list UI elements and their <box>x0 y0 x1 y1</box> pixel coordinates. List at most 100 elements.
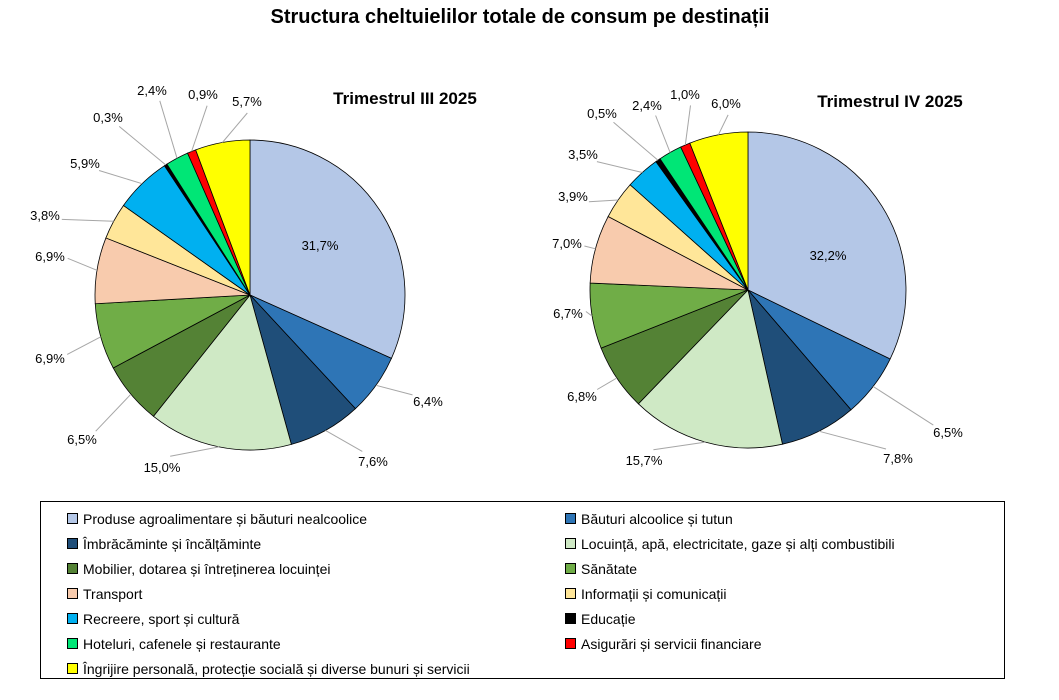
leader-line <box>588 199 619 203</box>
data-label: 15,0% <box>144 460 181 475</box>
pie-title-2: Trimestrul IV 2025 <box>817 92 963 111</box>
data-label: 2,4% <box>137 83 167 98</box>
leader-line <box>95 393 132 432</box>
leader-line <box>61 218 114 222</box>
legend-label: Asigurări și servicii financiare <box>581 635 762 652</box>
data-label: 6,9% <box>35 249 65 264</box>
legend-item: Îngrijire personală, protecție socială ș… <box>67 656 565 681</box>
data-label: 31,7% <box>302 238 339 253</box>
leader-line <box>613 121 659 161</box>
legend-label: Informații și comunicații <box>581 585 727 602</box>
leader-line <box>222 112 248 143</box>
chart-title: Structura cheltuielilor totale de consum… <box>270 6 770 28</box>
data-label: 0,9% <box>188 87 218 102</box>
data-label: 7,6% <box>358 454 388 469</box>
legend-swatch <box>565 588 576 599</box>
leader-line <box>596 161 643 173</box>
leader-line <box>118 126 167 166</box>
legend-swatch <box>565 638 576 649</box>
data-label: 15,7% <box>626 453 663 468</box>
legend-swatch <box>565 513 576 524</box>
legend-item: Produse agroalimentare și băuturi nealco… <box>67 506 565 531</box>
legend-item: Mobilier, dotarea și întreținerea locuin… <box>67 556 565 581</box>
legend-item: Recreere, sport și cultură <box>67 606 565 631</box>
legend-swatch <box>67 663 78 674</box>
leader-line <box>655 115 671 153</box>
pie-slice <box>249 139 406 359</box>
data-label: 32,2% <box>810 248 847 263</box>
leader-line <box>584 245 596 250</box>
legend-label: Îmbrăcăminte și încălțăminte <box>83 535 262 552</box>
legend-swatch <box>67 638 78 649</box>
data-label: 0,3% <box>93 110 123 125</box>
legend-item: Transport <box>67 581 565 606</box>
data-label: 6,5% <box>933 425 963 440</box>
leader-line <box>159 100 178 159</box>
leader-line <box>596 377 618 390</box>
data-label: 6,5% <box>67 432 97 447</box>
leader-line <box>98 170 143 185</box>
legend-label: Hoteluri, cafenele și restaurante <box>83 635 281 652</box>
legend-swatch <box>67 513 78 524</box>
leader-line <box>684 105 691 146</box>
pie-chart-1: 31,7% 6,4% 7,6% 15,0% 6,5% 6,9% 6,9% 3,8% 5,9% 0,… <box>30 83 477 475</box>
data-label: 2,4% <box>632 98 662 113</box>
leader-line <box>818 430 887 450</box>
legend-label: Transport <box>83 585 143 602</box>
data-label: 1,0% <box>670 87 700 102</box>
data-label: 7,0% <box>552 236 582 251</box>
legend-label: Produse agroalimentare și băuturi nealco… <box>83 510 368 527</box>
legend-swatch <box>67 538 78 549</box>
legend-swatch <box>67 613 78 624</box>
legend-swatch <box>565 613 576 624</box>
legend-label: Sănătate <box>581 560 638 577</box>
leader-line <box>67 257 98 271</box>
legend-item: Informații și comunicații <box>565 581 1005 606</box>
legend-items: Produse agroalimentare și băuturi nealco… <box>67 506 1004 681</box>
legend-label: Îngrijire personală, protecție socială ș… <box>83 660 470 677</box>
data-label: 0,5% <box>587 106 617 121</box>
leader-line <box>585 311 593 317</box>
legend: Produse agroalimentare și băuturi nealco… <box>40 501 1005 679</box>
leader-line <box>325 429 363 452</box>
data-label: 5,9% <box>70 156 100 171</box>
data-label: 6,4% <box>413 394 443 409</box>
legend-label: Locuință, apă, electricitate, gaze și al… <box>581 535 895 552</box>
legend-item: Educație <box>565 606 1005 631</box>
leader-line <box>170 446 220 457</box>
leader-line <box>653 441 706 451</box>
legend-item: Locuință, apă, electricitate, gaze și al… <box>565 531 1005 556</box>
leader-line <box>717 114 729 136</box>
data-label: 6,7% <box>553 306 583 321</box>
leader-line <box>66 336 102 355</box>
pie-chart-2: 32,2% 6,5% 7,8% 15,7% 6,8% 6,7% 7,0% 3,9% 3,5% 0,… <box>552 87 963 468</box>
data-label: 6,0% <box>711 96 741 111</box>
data-label: 5,7% <box>232 94 262 109</box>
legend-item: Hoteluri, cafenele și restaurante <box>67 631 565 656</box>
legend-swatch <box>565 538 576 549</box>
data-label: 6,9% <box>35 351 65 366</box>
pie-slice <box>689 131 749 291</box>
legend-item: Asigurări și servicii financiare <box>565 631 1005 656</box>
legend-item: Sănătate <box>565 556 1005 581</box>
pie-slice <box>152 294 292 451</box>
legend-swatch <box>565 563 576 574</box>
data-label: 3,8% <box>30 208 60 223</box>
legend-label: Mobilier, dotarea și întreținerea locuin… <box>83 560 331 577</box>
pie-charts: 31,7% 6,4% 7,6% 15,0% 6,5% 6,9% 6,9% 3,8% 5,9% 0,… <box>30 83 963 475</box>
legend-label: Educație <box>581 610 636 627</box>
legend-label: Recreere, sport și cultură <box>83 610 240 627</box>
legend-swatch <box>67 588 78 599</box>
pie-slice <box>747 131 907 360</box>
legend-label: Băuturi alcoolice și tutun <box>581 510 733 527</box>
data-label: 3,5% <box>568 147 598 162</box>
leader-line <box>872 385 934 426</box>
legend-swatch <box>67 563 78 574</box>
legend-item: Îmbrăcăminte și încălțăminte <box>67 531 565 556</box>
data-label: 3,9% <box>558 189 588 204</box>
pie-title-1: Trimestrul III 2025 <box>333 89 477 108</box>
legend-item: Băuturi alcoolice și tutun <box>565 506 1005 531</box>
leader-line <box>191 105 208 152</box>
data-label: 6,8% <box>567 389 597 404</box>
data-label: 7,8% <box>883 451 913 466</box>
